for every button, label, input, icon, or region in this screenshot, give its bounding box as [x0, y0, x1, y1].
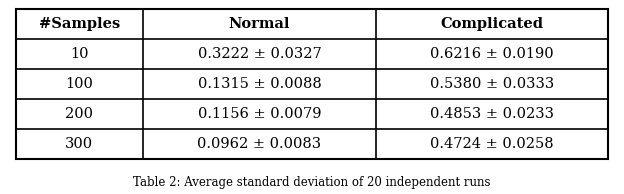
Bar: [16, 9, 608, 159]
Text: 100: 100: [66, 77, 93, 91]
Text: Normal: Normal: [229, 17, 290, 31]
Text: Table 2: Average standard deviation of 20 independent runs: Table 2: Average standard deviation of 2…: [134, 176, 490, 189]
Text: 300: 300: [66, 137, 94, 151]
Text: 0.6216 ± 0.0190: 0.6216 ± 0.0190: [431, 47, 554, 61]
Text: 0.1156 ± 0.0079: 0.1156 ± 0.0079: [198, 107, 321, 121]
Text: 10: 10: [70, 47, 89, 61]
Text: 0.4853 ± 0.0233: 0.4853 ± 0.0233: [430, 107, 554, 121]
Text: 200: 200: [66, 107, 94, 121]
Text: 0.4724 ± 0.0258: 0.4724 ± 0.0258: [431, 137, 554, 151]
Text: Complicated: Complicated: [441, 17, 544, 31]
Text: 0.0962 ± 0.0083: 0.0962 ± 0.0083: [197, 137, 321, 151]
Text: #Samples: #Samples: [39, 17, 120, 31]
Text: 0.1315 ± 0.0088: 0.1315 ± 0.0088: [198, 77, 321, 91]
Text: 0.5380 ± 0.0333: 0.5380 ± 0.0333: [430, 77, 554, 91]
Text: 0.3222 ± 0.0327: 0.3222 ± 0.0327: [198, 47, 321, 61]
